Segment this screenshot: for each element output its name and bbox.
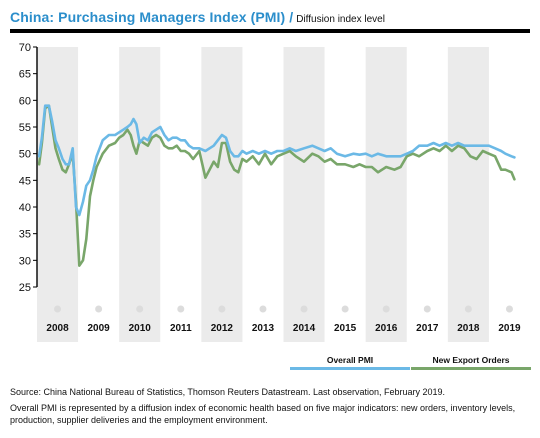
- x-axis-labels: 2008 2009 2010 2011 2012 2013 2014 2015 2016 2017…: [46, 305, 521, 334]
- series-layer: [37, 104, 516, 267]
- legend-swatch-overall-pmi: [290, 367, 410, 370]
- line-chart: 25 30 35 40 45 50 55 60 65 70 2008 2009 2010 2011 201…: [19, 42, 521, 342]
- x-tick-label-2014: 2014: [293, 323, 316, 334]
- y-tick-label-25: 25: [19, 282, 31, 294]
- x-tick-label-2019: 2019: [498, 323, 521, 334]
- y-tick-label-70: 70: [19, 42, 31, 54]
- source-note: Source: China National Bureau of Statist…: [10, 387, 446, 397]
- year-band-2008: [37, 47, 79, 342]
- legend-item-overall-pmi: Overall PMI: [290, 354, 410, 370]
- x-tick-label-2009: 2009: [88, 323, 111, 334]
- methodology-note: Overall PMI is represented by a diffusio…: [10, 403, 516, 425]
- year-bands: [37, 47, 489, 342]
- year-marker-2008: [54, 305, 62, 313]
- x-tick-label-2010: 2010: [129, 323, 152, 334]
- x-tick-label-2017: 2017: [416, 323, 439, 334]
- x-tick-label-2013: 2013: [252, 323, 275, 334]
- title-rule: [10, 29, 530, 33]
- year-marker-2010: [136, 305, 144, 313]
- year-marker-2015: [341, 305, 349, 313]
- year-marker-2014: [300, 305, 308, 313]
- legend-label-new-export-orders: New Export Orders: [432, 355, 510, 365]
- legend-swatch-new-export-orders: [411, 367, 531, 370]
- x-tick-label-2016: 2016: [375, 323, 398, 334]
- y-tick-label-50: 50: [19, 149, 31, 161]
- y-tick-label-55: 55: [19, 122, 31, 134]
- chart-title: China: Purchasing Managers Index (PMI): [10, 9, 286, 25]
- series-line-overall-pmi: [37, 104, 516, 217]
- legend-label-overall-pmi: Overall PMI: [326, 355, 374, 365]
- x-tick-label-2008: 2008: [46, 323, 69, 334]
- y-tick-label-45: 45: [19, 175, 31, 187]
- year-marker-2018: [464, 305, 472, 313]
- year-band-2016: [365, 47, 407, 342]
- year-band-2018: [447, 47, 489, 342]
- series-line-new-export-orders: [37, 104, 516, 267]
- year-marker-2019: [505, 305, 513, 313]
- year-marker-2017: [423, 305, 431, 313]
- title-row: China: Purchasing Managers Index (PMI) / D…: [10, 9, 385, 27]
- year-band-2010: [119, 47, 161, 342]
- x-tick-label-2018: 2018: [457, 323, 480, 334]
- title-separator: /: [289, 9, 294, 25]
- axes: 25 30 35 40 45 50 55 60 65 70: [19, 42, 38, 294]
- y-tick-label-40: 40: [19, 202, 31, 214]
- year-marker-2009: [95, 305, 103, 313]
- year-marker-2011: [177, 305, 185, 313]
- y-tick-label-30: 30: [19, 255, 31, 267]
- y-tick-label-35: 35: [19, 229, 31, 241]
- x-tick-label-2012: 2012: [211, 323, 234, 334]
- year-marker-2013: [259, 305, 267, 313]
- year-marker-2016: [382, 305, 390, 313]
- y-tick-label-65: 65: [19, 69, 31, 81]
- chart-subtitle: Diffusion index level: [296, 14, 385, 25]
- x-tick-label-2015: 2015: [334, 323, 357, 334]
- year-band-2014: [283, 47, 325, 342]
- legend-item-new-export-orders: New Export Orders: [411, 354, 531, 370]
- year-marker-2012: [218, 305, 226, 313]
- x-tick-label-2011: 2011: [170, 323, 192, 334]
- year-band-2012: [201, 47, 243, 342]
- y-tick-label-60: 60: [19, 95, 31, 107]
